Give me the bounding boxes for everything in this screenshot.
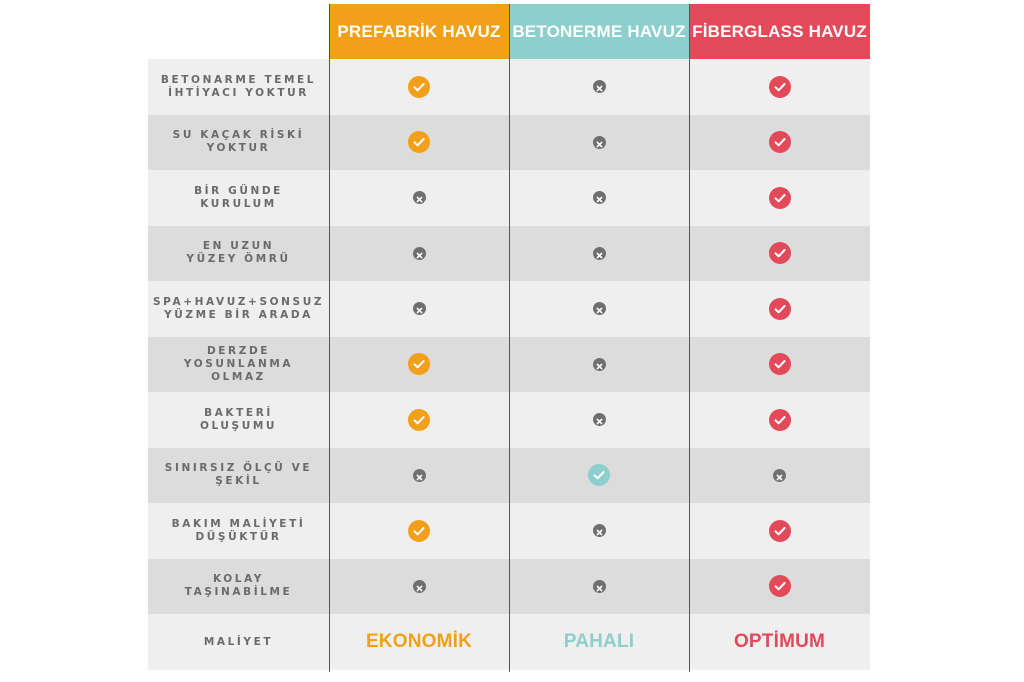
cell-prefabrik [329, 392, 509, 448]
cell-betonerme [509, 226, 689, 282]
cost-label: MALİYET [203, 635, 274, 648]
x-circle-icon [592, 302, 606, 316]
x-circle-icon [592, 246, 606, 260]
divider-line [689, 4, 690, 672]
cell-fiberglass [689, 281, 870, 337]
cell-prefabrik [329, 170, 509, 226]
cell-prefabrik [329, 226, 509, 282]
cell-betonerme [509, 448, 689, 504]
cell-fiberglass [689, 448, 870, 504]
cell-prefabrik [329, 337, 509, 393]
cell-fiberglass [689, 59, 870, 115]
x-circle-icon [412, 468, 426, 482]
row-label: KOLAY TAŞINABİLME [184, 573, 293, 599]
divider-line [509, 4, 510, 672]
x-circle-icon [592, 80, 606, 94]
check-circle-icon [408, 519, 430, 542]
cell-betonerme [509, 281, 689, 337]
cell-prefabrik [329, 115, 509, 171]
check-circle-icon [408, 131, 430, 154]
cell-prefabrik [329, 559, 509, 615]
cell-fiberglass [689, 115, 870, 171]
cell-fiberglass [689, 170, 870, 226]
cell-betonerme [509, 59, 689, 115]
x-circle-icon [412, 246, 426, 260]
cost-value-betonerme: PAHALI [563, 631, 635, 652]
row-label: BETONARME TEMEL İHTİYACI YOKTUR [160, 73, 317, 99]
check-circle-icon [768, 353, 791, 376]
cost-cell-prefabrik: EKONOMİK [329, 614, 509, 670]
cell-prefabrik [329, 281, 509, 337]
x-circle-icon [592, 579, 606, 593]
comparison-table: PREFABRİK HAVUZ BETONERME HAVUZ FİBERGLA… [148, 4, 870, 672]
cost-cell-fiberglass: OPTİMUM [689, 614, 870, 670]
check-circle-icon [408, 75, 430, 98]
row-label: BİR GÜNDE KURULUM [194, 184, 283, 210]
check-circle-icon [408, 353, 430, 376]
check-circle-icon [768, 242, 791, 265]
cell-betonerme [509, 337, 689, 393]
header-fiberglass: FİBERGLASS HAVUZ [689, 4, 870, 59]
x-circle-icon [412, 579, 426, 593]
cell-prefabrik [329, 503, 509, 559]
check-circle-icon [768, 408, 791, 431]
check-circle-icon [588, 464, 610, 487]
check-circle-icon [768, 186, 791, 209]
cell-fiberglass [689, 503, 870, 559]
cell-prefabrik [329, 59, 509, 115]
x-circle-icon [412, 302, 426, 316]
row-label: EN UZUN YÜZEY ÖMRÜ [186, 240, 291, 266]
row-label: SU KAÇAK RİSKİ YOKTUR [172, 129, 305, 155]
check-circle-icon [768, 519, 791, 542]
x-circle-icon [592, 413, 606, 427]
check-circle-icon [768, 575, 791, 598]
check-circle-icon [768, 297, 791, 320]
cell-fiberglass [689, 337, 870, 393]
check-circle-icon [408, 408, 430, 431]
check-circle-icon [768, 131, 791, 154]
x-circle-icon [592, 524, 606, 538]
x-circle-icon [592, 357, 606, 371]
column-headers: PREFABRİK HAVUZ BETONERME HAVUZ FİBERGLA… [329, 4, 870, 59]
cost-cell-betonerme: PAHALI [509, 614, 689, 670]
header-betonerme: BETONERME HAVUZ [509, 4, 689, 59]
row-label: SPA+HAVUZ+SONSUZ YÜZME BİR ARADA [152, 295, 325, 321]
cell-fiberglass [689, 226, 870, 282]
cell-fiberglass [689, 559, 870, 615]
divider-line [329, 4, 330, 672]
row-label: SINIRSIZ ÖLÇÜ VE ŞEKİL [164, 462, 313, 488]
cell-betonerme [509, 115, 689, 171]
cell-betonerme [509, 170, 689, 226]
cost-value-fiberglass: OPTİMUM [733, 631, 826, 652]
cell-betonerme [509, 503, 689, 559]
row-label: BAKIM MALİYETİ DÜŞÜKTÜR [171, 517, 306, 543]
row-label: DERZDE YOSUNLANMA OLMAZ [183, 344, 294, 383]
row-label: BAKTERİ OLUŞUMU [199, 406, 278, 432]
cell-prefabrik [329, 448, 509, 504]
x-circle-icon [592, 135, 606, 149]
check-circle-icon [768, 75, 791, 98]
cost-value-prefabrik: EKONOMİK [365, 631, 473, 652]
x-circle-icon [412, 191, 426, 205]
cell-betonerme [509, 392, 689, 448]
cell-betonerme [509, 559, 689, 615]
x-circle-icon [773, 468, 786, 482]
header-prefabrik: PREFABRİK HAVUZ [329, 4, 509, 59]
cell-fiberglass [689, 392, 870, 448]
x-circle-icon [592, 191, 606, 205]
